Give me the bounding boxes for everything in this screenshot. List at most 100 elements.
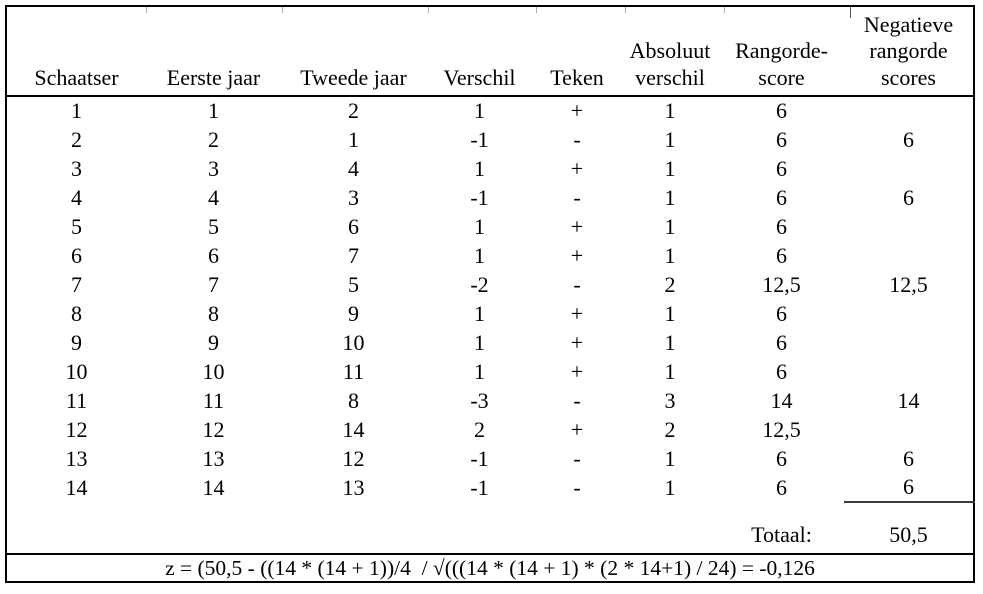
col-header-absoluut-verschil: Absoluut verschil xyxy=(621,6,719,97)
table-row: 9 9 10 1 +1 6 xyxy=(6,328,974,357)
table-cell: 2 xyxy=(71,126,82,152)
table-cell xyxy=(844,328,974,357)
table-cell: 5 xyxy=(348,271,359,297)
table-row: 1 1 2 1 +1 6 xyxy=(6,96,974,125)
table-cell: 2 xyxy=(664,416,676,442)
table-cell: 2 xyxy=(664,271,676,297)
table-cell: 6 xyxy=(844,473,974,503)
table-cell: 1 xyxy=(474,155,485,181)
table-cell: 10 xyxy=(342,329,365,355)
table-cell: 1 xyxy=(474,98,485,123)
table-cell: -1 xyxy=(470,126,489,152)
table-cell xyxy=(844,96,974,125)
table-cell: -2 xyxy=(470,271,489,297)
table-cell: 14 xyxy=(202,474,225,500)
table-cell: 1 xyxy=(664,474,676,500)
table-cell: -1 xyxy=(470,474,489,500)
table-cell: 3 xyxy=(664,387,676,413)
table-cell: 1 xyxy=(664,329,676,355)
table-cell: 1 xyxy=(664,155,676,181)
table-cell: + xyxy=(570,155,584,181)
table-cell: 6 xyxy=(776,445,787,471)
table-cell: 11 xyxy=(202,387,225,413)
table-cell: + xyxy=(570,213,584,239)
table-cell: 6 xyxy=(71,242,82,268)
table-cell: 1 xyxy=(474,300,485,326)
table-cell xyxy=(844,299,974,328)
table-cell: 1 xyxy=(474,213,485,239)
table-cell: 1 xyxy=(71,98,82,123)
table-cell: 10 xyxy=(65,358,88,384)
col-header-negatieve-rangorde-scores: Negatieve rangorde scores xyxy=(844,6,974,97)
table-row: 4 4 3 -1-1 6 6 xyxy=(6,183,974,212)
table-row: 10 10 11 1 +1 6 xyxy=(6,357,974,386)
table-cell: 2 xyxy=(208,126,219,152)
col-header-eerste-jaar: Eerste jaar xyxy=(146,6,281,97)
column-boundary-tick xyxy=(625,7,626,13)
table-cell: 12 xyxy=(202,416,225,442)
table-cell xyxy=(844,154,974,183)
table-cell: 8 xyxy=(348,387,359,413)
table-cell: 7 xyxy=(208,271,219,297)
table-cell: 1 xyxy=(348,126,359,152)
table-cell: 1 xyxy=(664,126,676,152)
table-cell: 6 xyxy=(776,213,787,239)
table-cell: - xyxy=(573,387,581,413)
table-cell: 2 xyxy=(474,416,485,442)
table-cell: + xyxy=(570,329,584,355)
table-cell: 1 xyxy=(664,213,676,239)
table-cell: + xyxy=(570,242,584,268)
table-cell: 1 xyxy=(664,358,676,384)
table-cell: 7 xyxy=(348,242,359,268)
wilcoxon-rank-table: Schaatser Eerste jaar Tweede jaar Versch… xyxy=(5,5,975,583)
table-cell: + xyxy=(570,98,584,123)
table-cell: 4 xyxy=(208,184,219,210)
spacer-row xyxy=(6,502,974,516)
col-header-tweede-jaar: Tweede jaar xyxy=(281,6,426,97)
table-cell: 14 xyxy=(770,387,793,413)
table-cell: 2 xyxy=(348,98,359,123)
table-cell: 6 xyxy=(776,126,787,152)
table-cell: 4 xyxy=(348,155,359,181)
col-header-teken: Teken xyxy=(533,6,621,97)
total-row-empty-cells xyxy=(6,516,719,554)
table-cell: 11 xyxy=(342,358,365,384)
table-body: 1 1 2 1 +1 6 2 2 1 -1-1 6 6 3 3 4 1 +1 6 4 4 3 -1-1 6 6 5 5 6 1 +1 6 6… xyxy=(6,96,974,503)
column-boundary-tick xyxy=(850,7,851,18)
table-cell: -1 xyxy=(470,184,489,210)
table-row: 7 7 5 -2-2 12,5 12,5 xyxy=(6,270,974,299)
table-cell: 1 xyxy=(474,242,485,268)
table-cell: 1 xyxy=(474,358,485,384)
column-boundary-tick xyxy=(428,7,429,13)
table-cell: 5 xyxy=(208,213,219,239)
table-row: 14 14 13 -1-1 6 6 xyxy=(6,473,974,503)
table-cell: 9 xyxy=(348,300,359,326)
total-row: Totaal: 50,5 xyxy=(6,516,974,554)
table-cell: 5 xyxy=(71,213,82,239)
table-cell: 14 xyxy=(342,416,365,442)
table-cell: 6 xyxy=(903,184,914,210)
table-cell: + xyxy=(570,300,584,326)
table-row: 6 6 7 1 +1 6 xyxy=(6,241,974,270)
table-cell: 1 xyxy=(664,242,676,268)
table-cell: 6 xyxy=(776,155,787,181)
table-cell: 11 xyxy=(65,387,88,413)
table-cell: 4 xyxy=(71,184,82,210)
table-cell: 3 xyxy=(208,155,219,181)
table-cell: 13 xyxy=(342,474,365,500)
table-cell: 12,5 xyxy=(762,271,801,297)
table-cell: - xyxy=(573,271,581,297)
table-cell: 6 xyxy=(776,329,787,355)
table-cell: 13 xyxy=(65,445,88,471)
column-boundary-tick xyxy=(724,7,725,13)
table-cell: 1 xyxy=(664,184,676,210)
table-cell: 12 xyxy=(342,445,365,471)
table-cell: 10 xyxy=(202,358,225,384)
table-cell: 6 xyxy=(776,98,787,123)
table-cell: 9 xyxy=(71,329,82,355)
table-cell: 1 xyxy=(664,98,676,123)
table-cell: -3 xyxy=(470,387,489,413)
table-cell: 12,5 xyxy=(889,271,928,297)
formula-row: z = (50,5 - ((14 * (14 + 1))/4 / √(((14 … xyxy=(6,553,974,582)
table-cell: 1 xyxy=(474,329,485,355)
